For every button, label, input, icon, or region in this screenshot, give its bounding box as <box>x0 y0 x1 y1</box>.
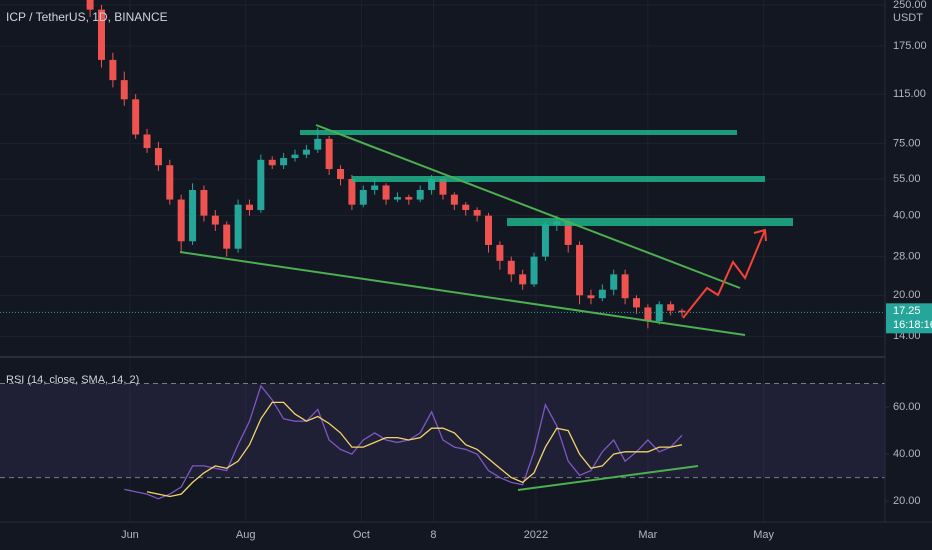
drawings <box>179 124 793 491</box>
candle-body <box>97 9 105 60</box>
y-tick-label: 40.00 <box>893 448 921 460</box>
candle-body <box>86 0 94 10</box>
candle-body <box>507 260 515 275</box>
zone-box <box>507 218 793 226</box>
currency-label: USDT <box>893 12 923 24</box>
candle-body <box>439 179 447 195</box>
countdown-label: 16:18:16 <box>893 319 932 331</box>
candle-body <box>678 310 686 313</box>
candle-body <box>223 224 231 249</box>
chart-title: ICP / TetherUS, 1D, BINANCE <box>6 10 168 24</box>
x-tick-label: Jun <box>121 529 139 541</box>
x-tick-label: May <box>753 529 774 541</box>
zone-box <box>352 176 765 182</box>
series-line <box>124 384 683 500</box>
y-tick-label: 75.00 <box>893 137 921 149</box>
candle-body <box>576 244 584 296</box>
y-tick-label: 28.00 <box>893 251 921 263</box>
candle-body <box>154 148 162 166</box>
candle-body <box>587 295 595 299</box>
candle-body <box>211 215 219 225</box>
candle-body <box>234 204 242 249</box>
x-tick-label: 2022 <box>524 529 548 541</box>
x-tick-label: 8 <box>430 529 436 541</box>
marks <box>0 0 885 500</box>
candle-body <box>268 159 276 166</box>
y-tick-label: 60.00 <box>893 401 921 413</box>
candle-body <box>359 189 367 205</box>
candle-body <box>473 210 481 216</box>
candle-body <box>667 304 675 311</box>
x-tick-label: Oct <box>353 529 370 541</box>
trend-line <box>179 251 746 336</box>
candle-body <box>541 224 549 257</box>
series-line <box>146 401 683 498</box>
candle-body <box>598 289 606 299</box>
candle-body <box>177 199 185 242</box>
candle-body <box>644 307 652 321</box>
candle-body <box>302 149 310 155</box>
x-tick-label: Aug <box>236 529 256 541</box>
candle-body <box>325 138 333 170</box>
candle-body <box>485 215 493 245</box>
candle-body <box>189 189 197 242</box>
y-tick-label: 55.00 <box>893 173 921 185</box>
zone-box <box>300 130 737 135</box>
candle-body <box>280 158 288 166</box>
candle-body <box>416 189 424 200</box>
rsi-title: RSI (14, close, SMA, 14, 2) <box>6 374 139 386</box>
candle-body <box>450 194 458 205</box>
candle-body <box>621 274 629 299</box>
candle-body <box>530 256 538 285</box>
candle-body <box>393 197 401 200</box>
candle-body <box>371 185 379 190</box>
grid <box>0 0 889 522</box>
rsi-band <box>0 383 885 479</box>
candle-body <box>143 134 151 149</box>
y-tick-label: 175.00 <box>893 40 927 52</box>
y-tick-label: 250.00 <box>893 0 927 11</box>
last-price-box <box>886 303 932 334</box>
candle-body <box>166 165 174 200</box>
y-tick-label: 115.00 <box>893 88 926 100</box>
candle-body <box>382 185 390 200</box>
x-tick-label: Mar <box>638 529 657 541</box>
candle-body <box>337 169 345 180</box>
candle-body <box>314 138 322 150</box>
candle-body <box>405 197 413 200</box>
trend-line <box>315 124 741 289</box>
y-tick-label: 40.00 <box>893 210 921 222</box>
y-tick-label: 20.00 <box>893 289 921 301</box>
y-tick-label: 20.00 <box>893 495 921 507</box>
arrow-head <box>753 228 767 242</box>
candle-body <box>496 244 504 261</box>
candle-body <box>610 274 618 290</box>
candle-body <box>564 221 572 245</box>
candle-body <box>109 59 117 81</box>
candle-body <box>120 80 128 100</box>
projection-arrow <box>682 229 766 319</box>
candle-body <box>348 179 356 205</box>
candle-body <box>200 189 208 216</box>
candle-body <box>291 154 299 159</box>
candle-body <box>632 298 640 308</box>
candle-body <box>655 304 663 321</box>
candle-body <box>462 204 470 211</box>
rsi-trend-line <box>517 465 699 491</box>
candle-body <box>428 179 436 190</box>
candle-body <box>132 99 140 135</box>
axes: Jun Aug Oct 8 2022 Mar May 250.00 175.00 115.00 75… <box>121 0 932 541</box>
band-fill <box>0 383 885 478</box>
candle-body <box>519 274 527 285</box>
last-price-label: 17.25 <box>893 305 921 317</box>
candle-body <box>257 159 265 211</box>
candle-body <box>245 204 253 211</box>
